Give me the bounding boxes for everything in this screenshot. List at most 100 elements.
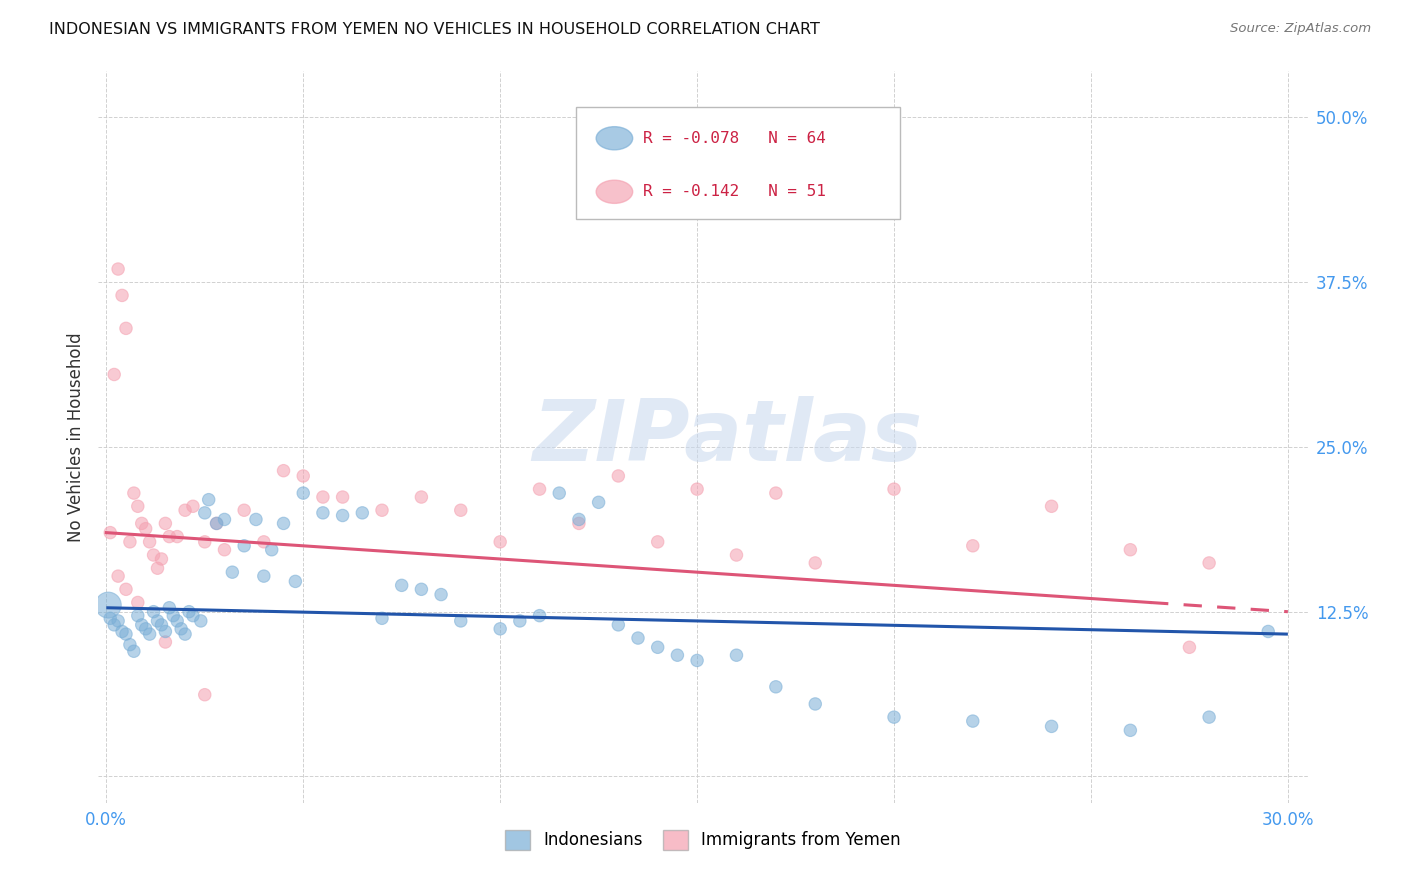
Point: [1119, 723, 1142, 738]
Point: [174, 503, 197, 517]
Point: [647, 534, 669, 549]
Point: [155, 635, 177, 649]
Point: [292, 469, 315, 483]
Point: [181, 608, 204, 623]
Point: [170, 622, 193, 636]
Point: [450, 614, 472, 628]
Legend: Indonesians, Immigrants from Yemen: Indonesians, Immigrants from Yemen: [499, 823, 907, 856]
Point: [233, 539, 256, 553]
Point: [194, 688, 217, 702]
Point: [804, 556, 827, 570]
Point: [371, 503, 394, 517]
Point: [568, 512, 591, 526]
Point: [115, 582, 138, 597]
Point: [97, 598, 120, 612]
Point: [411, 582, 433, 597]
Point: [647, 640, 669, 655]
Point: [205, 516, 228, 531]
Point: [883, 710, 905, 724]
Point: [194, 534, 217, 549]
Point: [157, 530, 180, 544]
Point: [157, 600, 180, 615]
Point: [1178, 640, 1201, 655]
Point: [273, 464, 295, 478]
Point: [627, 631, 650, 645]
Point: [588, 495, 610, 509]
Point: [118, 534, 141, 549]
Point: [138, 627, 160, 641]
Point: [214, 512, 236, 526]
Point: [962, 714, 984, 728]
Point: [115, 627, 138, 641]
Point: [111, 288, 134, 302]
Point: [1040, 719, 1063, 733]
Point: [127, 595, 149, 609]
Text: R = -0.078   N = 64: R = -0.078 N = 64: [643, 131, 825, 145]
Point: [607, 469, 630, 483]
Point: [135, 622, 157, 636]
Point: [529, 482, 551, 496]
Point: [177, 605, 200, 619]
Text: INDONESIAN VS IMMIGRANTS FROM YEMEN NO VEHICLES IN HOUSEHOLD CORRELATION CHART: INDONESIAN VS IMMIGRANTS FROM YEMEN NO V…: [49, 22, 820, 37]
Point: [1198, 556, 1220, 570]
Point: [122, 486, 145, 500]
Point: [205, 516, 228, 531]
Point: [190, 614, 212, 628]
Text: Source: ZipAtlas.com: Source: ZipAtlas.com: [1230, 22, 1371, 36]
Point: [107, 262, 129, 277]
Y-axis label: No Vehicles in Household: No Vehicles in Household: [66, 332, 84, 542]
Point: [312, 490, 335, 504]
Point: [883, 482, 905, 496]
Point: [260, 542, 283, 557]
Point: [765, 486, 787, 500]
Point: [1119, 542, 1142, 557]
Point: [166, 614, 188, 628]
Point: [155, 516, 177, 531]
Point: [450, 503, 472, 517]
Point: [1198, 710, 1220, 724]
Point: [430, 588, 453, 602]
Point: [127, 608, 149, 623]
Point: [391, 578, 413, 592]
Point: [138, 534, 160, 549]
Point: [529, 608, 551, 623]
Point: [146, 561, 169, 575]
Point: [666, 648, 689, 663]
Point: [131, 516, 153, 531]
Point: [253, 534, 276, 549]
Point: [122, 644, 145, 658]
Point: [142, 548, 165, 562]
Point: [162, 608, 184, 623]
Point: [568, 516, 591, 531]
Point: [131, 618, 153, 632]
Point: [509, 614, 531, 628]
Point: [725, 648, 748, 663]
Point: [142, 605, 165, 619]
Point: [233, 503, 256, 517]
Point: [174, 627, 197, 641]
Point: [411, 490, 433, 504]
Text: R = -0.142   N = 51: R = -0.142 N = 51: [643, 185, 825, 199]
Point: [371, 611, 394, 625]
Point: [98, 525, 121, 540]
Point: [214, 542, 236, 557]
Point: [194, 506, 217, 520]
Point: [115, 321, 138, 335]
Point: [765, 680, 787, 694]
Point: [155, 624, 177, 639]
Point: [107, 614, 129, 628]
Point: [1040, 500, 1063, 514]
Point: [273, 516, 295, 531]
Point: [332, 508, 354, 523]
Point: [107, 569, 129, 583]
Point: [221, 565, 243, 579]
Point: [607, 618, 630, 632]
Point: [118, 638, 141, 652]
Point: [962, 539, 984, 553]
Point: [332, 490, 354, 504]
Point: [127, 500, 149, 514]
Point: [312, 506, 335, 520]
Point: [548, 486, 571, 500]
Point: [197, 492, 219, 507]
Point: [253, 569, 276, 583]
